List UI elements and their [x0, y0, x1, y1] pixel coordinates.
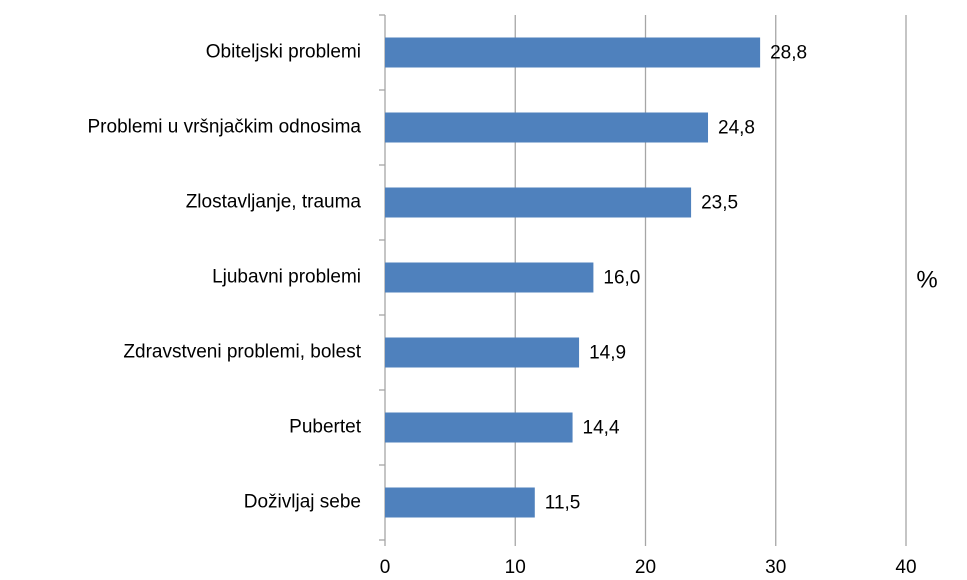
- bar: [385, 487, 535, 518]
- data-label: 16,0: [603, 268, 640, 289]
- bar: [385, 187, 692, 218]
- y-tick-label: Zlostavljanje, trauma: [186, 192, 362, 213]
- x-tick-label: 40: [895, 557, 916, 578]
- data-label: 24,8: [718, 118, 755, 139]
- x-tick-label: 10: [505, 557, 526, 578]
- y-tick-label: Pubertet: [289, 417, 362, 438]
- x-tick-label: 0: [380, 557, 391, 578]
- y-tick-label: Obiteljski problemi: [206, 42, 361, 63]
- y-tick-label: Ljubavni problemi: [212, 267, 361, 288]
- data-label: 23,5: [701, 193, 738, 214]
- data-label: 11,5: [545, 493, 581, 514]
- bar: [385, 262, 594, 293]
- bar: [385, 112, 709, 143]
- data-label: 28,8: [770, 43, 807, 64]
- bar: [385, 37, 761, 68]
- y-tick-label: Doživljaj sebe: [244, 492, 361, 513]
- bar: [385, 412, 573, 443]
- data-label: 14,4: [583, 418, 620, 439]
- bar: [385, 337, 580, 368]
- x-axis-label: %: [916, 266, 937, 293]
- y-tick-label: Zdravstveni problemi, bolest: [123, 342, 361, 363]
- x-tick-label: 20: [635, 557, 656, 578]
- x-tick-label: 30: [765, 557, 786, 578]
- data-label: 14,9: [589, 343, 626, 364]
- y-tick-label: Problemi u vršnjačkim odnosima: [88, 117, 362, 138]
